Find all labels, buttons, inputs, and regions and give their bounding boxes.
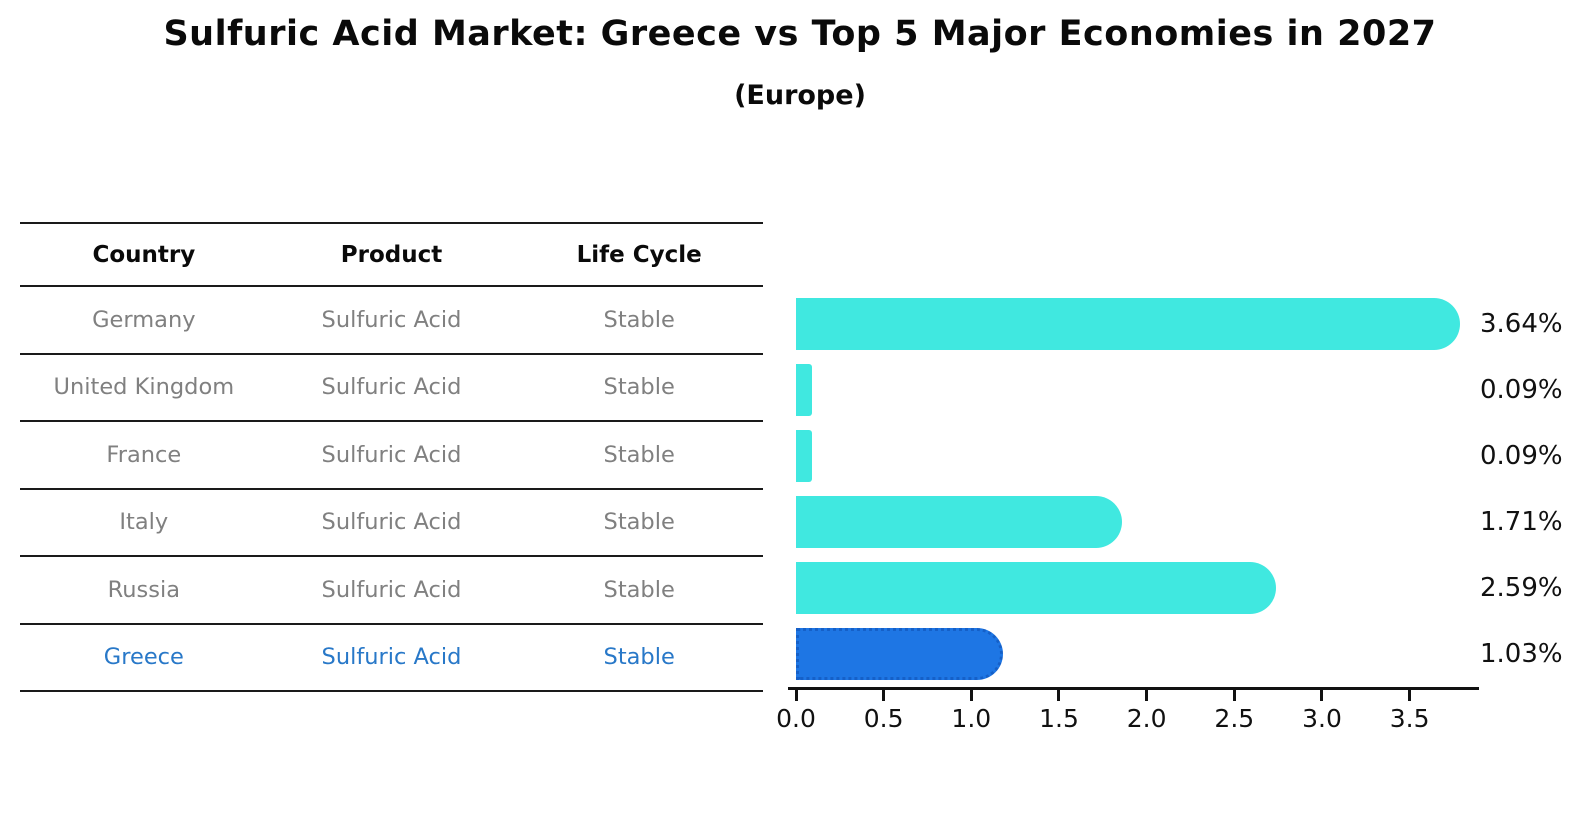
product-cell: Sulfuric Acid (321, 576, 462, 603)
table-row-france: France Sulfuric Acid Stable (20, 422, 763, 490)
country-cell: Greece (103, 644, 184, 671)
bar-row-russia: 2.59% (796, 555, 1563, 621)
title-block: Sulfuric Acid Market: Greece vs Top 5 Ma… (10, 14, 1586, 111)
country-cell: Germany (92, 306, 196, 333)
bar-italy (796, 496, 1122, 548)
product-cell: Sulfuric Acid (321, 306, 462, 333)
value-label-italy: 1.71% (1480, 507, 1563, 537)
x-axis-tick-mark (794, 690, 798, 701)
bar-france (796, 430, 812, 482)
table-row-greece: Greece Sulfuric Acid Stable (20, 625, 763, 692)
bar-greece-highlighted (796, 628, 1003, 680)
x-axis-tick-label: 3.5 (1389, 704, 1430, 733)
column-header-country: Country (92, 241, 196, 268)
x-axis-tick-mark (969, 690, 973, 701)
life-cycle-cell: Stable (603, 644, 675, 671)
country-cell: Russia (107, 576, 181, 603)
product-cell: Sulfuric Acid (321, 644, 462, 671)
bar-plot: 3.64% 0.09% 0.09% 1.71% 2.59% 1.03% (776, 291, 1563, 733)
country-cell: United Kingdom (53, 374, 235, 401)
product-cell: Sulfuric Acid (321, 509, 462, 536)
value-label-germany: 3.64% (1480, 309, 1563, 339)
x-axis-tick-label: 0.0 (776, 704, 816, 733)
x-axis-tick-label: 1.0 (951, 704, 992, 733)
country-cell: France (106, 441, 182, 468)
x-axis-tick-mark (882, 690, 886, 701)
bar-row-united-kingdom: 0.09% (796, 357, 1563, 423)
life-cycle-cell: Stable (603, 509, 675, 536)
product-cell: Sulfuric Acid (321, 374, 462, 401)
life-cycle-cell: Stable (603, 576, 675, 603)
product-cell: Sulfuric Acid (321, 441, 462, 468)
value-label-united-kingdom: 0.09% (1480, 375, 1563, 405)
life-cycle-cell: Stable (603, 306, 675, 333)
x-axis-tick-mark (1320, 690, 1324, 701)
bar-row-italy: 1.71% (796, 489, 1563, 555)
bar-row-greece: 1.03% (796, 621, 1563, 687)
x-axis-tick-label: 2.5 (1214, 704, 1255, 733)
table-row-russia: Russia Sulfuric Acid Stable (20, 557, 763, 625)
bar-russia (796, 562, 1277, 614)
column-header-life-cycle: Life Cycle (576, 241, 702, 268)
table-row-united-kingdom: United Kingdom Sulfuric Acid Stable (20, 355, 763, 422)
x-axis-tick-label: 0.5 (863, 704, 904, 733)
chart-title: Sulfuric Acid Market: Greece vs Top 5 Ma… (163, 14, 1437, 54)
table-row-germany: Germany Sulfuric Acid Stable (20, 287, 763, 355)
table-row-italy: Italy Sulfuric Acid Stable (20, 490, 763, 557)
value-label-greece: 1.03% (1480, 639, 1563, 669)
x-axis-tick-mark (1057, 690, 1061, 701)
bar-row-france: 0.09% (796, 423, 1563, 489)
x-axis-tick-label: 3.0 (1302, 704, 1342, 733)
life-cycle-cell: Stable (603, 374, 675, 401)
value-label-france: 0.09% (1480, 441, 1563, 471)
x-axis-tick-mark (1145, 690, 1149, 701)
life-cycle-cell: Stable (603, 441, 675, 468)
country-table: Country Product Life Cycle Germany Sulfu… (20, 222, 763, 692)
chart-subtitle: (Europe) (734, 80, 866, 111)
table-header-row: Country Product Life Cycle (20, 224, 763, 287)
bar-germany (796, 298, 1461, 350)
x-axis-tick-label: 1.5 (1039, 704, 1079, 733)
x-axis-tick-mark (1232, 690, 1236, 701)
country-cell: Italy (119, 509, 169, 536)
bar-united-kingdom (796, 364, 812, 416)
column-header-product: Product (340, 241, 443, 268)
bar-row-germany: 3.64% (796, 291, 1563, 357)
x-axis-line (788, 687, 1479, 690)
x-axis-tick-mark (1408, 690, 1412, 701)
value-label-russia: 2.59% (1480, 573, 1563, 603)
x-axis-tick-label: 2.0 (1126, 704, 1167, 733)
